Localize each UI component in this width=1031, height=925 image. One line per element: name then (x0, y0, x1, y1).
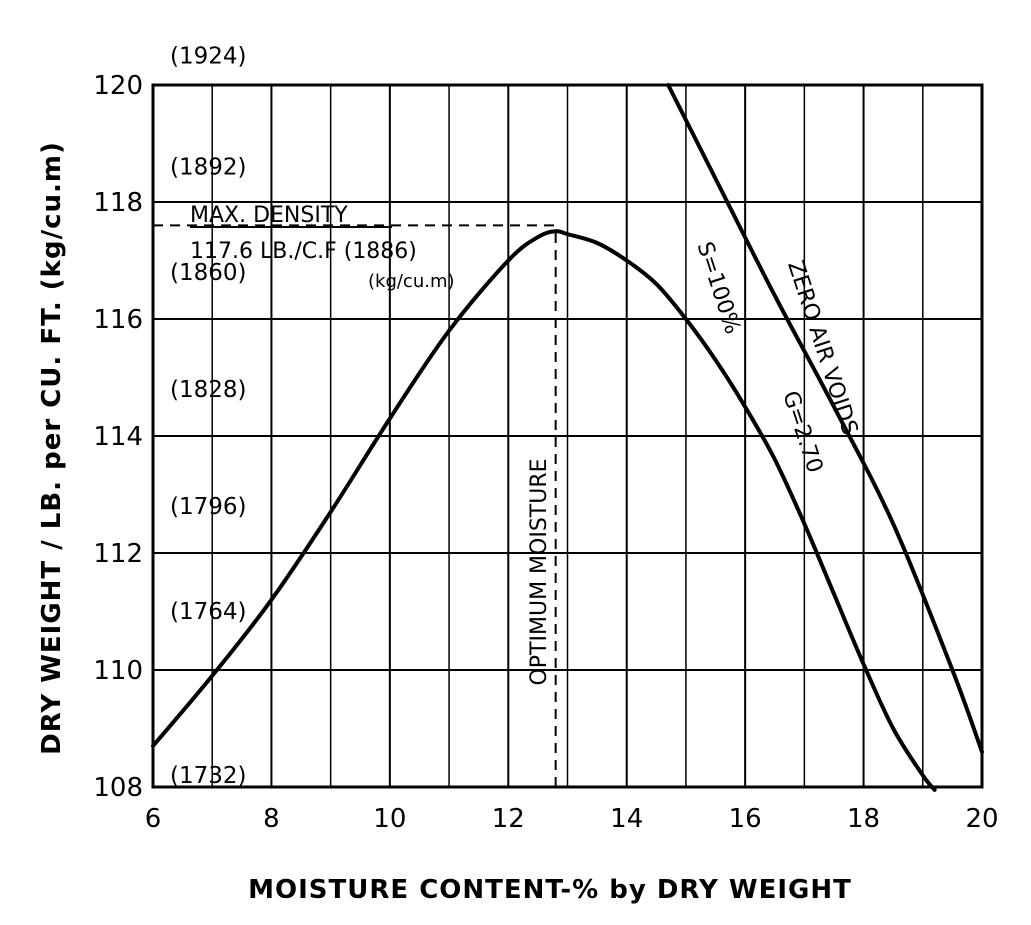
y-tick-label: 112 (93, 539, 143, 569)
y-metric-label: (1732) (170, 763, 246, 789)
y-tick-label: 108 (93, 773, 143, 803)
x-tick-labels: 6 8 10 12 14 16 18 20 (145, 804, 999, 834)
reference-lines (153, 224, 557, 787)
plot-frame (151, 83, 984, 789)
x-tick-label: 8 (263, 804, 280, 834)
x-tick-label: 20 (965, 804, 998, 834)
series-lines (151, 83, 984, 792)
x-tick-label: 16 (729, 804, 762, 834)
specific-gravity-label: G=2.70 (777, 388, 827, 476)
x-tick-label: 12 (492, 804, 525, 834)
max-density-title: MAX. DENSITY (190, 203, 348, 228)
saturation-label: S=100% (692, 239, 745, 337)
grid (153, 85, 982, 787)
y-metric-label: (1860) (170, 260, 246, 286)
plot-border (151, 83, 984, 789)
x-tick-label: 6 (145, 804, 162, 834)
y-metric-label: (1764) (170, 599, 246, 625)
y-metric-tick-labels: (1732) (1764) (1796) (1828) (1860) (1892) (192… (170, 43, 246, 789)
y-metric-label: (1924) (170, 43, 246, 69)
max-density-value: 117.6 LB./C.F (1886) (190, 239, 417, 264)
y-metric-label: (1828) (170, 377, 246, 403)
y-tick-label: 110 (93, 656, 143, 686)
y-tick-labels: 108 110 112 114 116 118 120 (93, 71, 143, 803)
optimum-moisture-label: OPTIMUM MOISTURE (527, 458, 552, 685)
y-metric-label: (1796) (170, 494, 246, 520)
zero-air-voids-line (666, 83, 984, 754)
x-tick-label: 10 (373, 804, 406, 834)
y-tick-label: 114 (93, 422, 143, 452)
y-tick-label: 118 (93, 188, 143, 218)
y-tick-label: 116 (93, 305, 143, 335)
y-tick-label: 120 (93, 71, 143, 101)
x-tick-label: 18 (847, 804, 880, 834)
x-tick-label: 14 (610, 804, 643, 834)
y-axis-title: DRY WEIGHT / LB. per CU. FT. (kg/cu.m) (37, 141, 67, 755)
max-density-unit: (kg/cu.m) (368, 271, 455, 292)
y-metric-label: (1892) (170, 155, 246, 181)
x-axis-title: MOISTURE CONTENT-% by DRY WEIGHT (248, 875, 852, 905)
compaction-curve (151, 229, 937, 792)
